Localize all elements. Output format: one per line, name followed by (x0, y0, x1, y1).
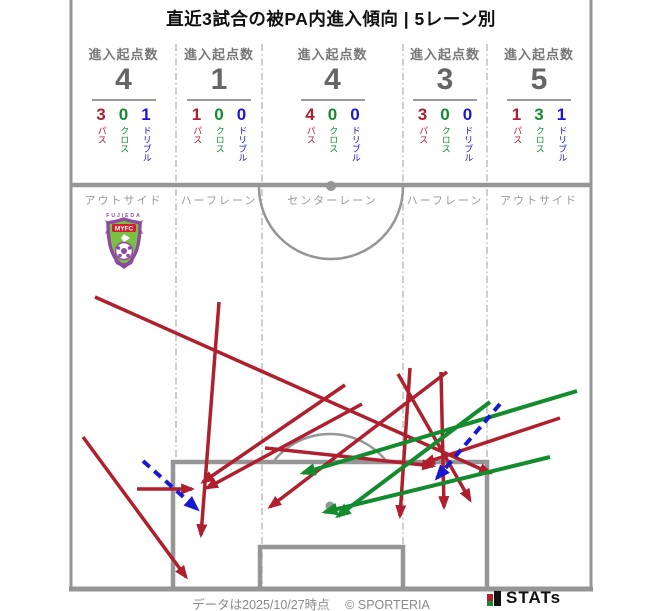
entry-origin-label: 進入起点数 (183, 47, 254, 62)
center-circle (257, 186, 405, 261)
stats-brand-logo: STATs (487, 589, 561, 606)
entry-arrow-cross (321, 455, 551, 516)
entry-origin-label: 進入起点数 (409, 47, 480, 62)
dribble-label: ドリブル (141, 126, 152, 163)
cross-label: クロス (214, 126, 225, 154)
lane-label-outside-left: アウトサイド (84, 195, 163, 207)
cross-count: 0 (440, 104, 450, 124)
dribble-count: 0 (462, 104, 473, 124)
lane-stat-column-3: 進入起点数 4 4 パス 0 クロス 0 ドリブル (262, 44, 403, 184)
footer-note: データは2025/10/27時点 © SPORTERIA (71, 594, 551, 611)
entry-origin-label: 進入起点数 (503, 47, 574, 62)
lane-label-half-right: ハーフレーン (406, 195, 484, 207)
pass-label: パス (512, 126, 523, 145)
divider (91, 98, 156, 101)
entry-arrow-pass (81, 435, 188, 580)
pass-label: パス (96, 126, 107, 145)
bar-chart-icon (487, 589, 501, 606)
dribble-label: ドリブル (350, 126, 361, 163)
pass-count: 1 (191, 104, 202, 124)
entry-arrow-cross (299, 389, 578, 476)
entry-arrow-pass (204, 402, 363, 490)
pass-count: 4 (305, 104, 315, 124)
team-logo-top-text: FUJIEDA (106, 213, 141, 219)
divider (187, 98, 251, 101)
divider (507, 98, 571, 101)
entry-origin-total: 5 (530, 63, 548, 96)
entry-arrow-layer (81, 295, 578, 580)
entry-origin-total: 4 (115, 63, 132, 96)
entry-arrow-cross (335, 400, 492, 519)
goal-box (257, 544, 406, 589)
lane-stat-column-4: 進入起点数 3 3 パス 0 クロス 0 ドリブル (403, 44, 487, 184)
team-logo-name: MYFC (115, 226, 134, 233)
entry-arrow-pass (200, 383, 346, 484)
dribble-count: 0 (350, 104, 360, 124)
cross-label: クロス (440, 126, 451, 154)
entry-origin-label: 進入起点数 (297, 47, 368, 62)
lane-stat-column-2: 進入起点数 1 1 パス 0 クロス 0 ドリブル (176, 44, 262, 184)
dribble-label: ドリブル (463, 126, 474, 163)
lane-label-outside-right: アウトサイド (500, 195, 578, 207)
entry-arrow-dribble (141, 459, 200, 512)
pass-count: 1 (511, 104, 522, 124)
pass-count: 3 (96, 104, 106, 124)
data-date-note: データは2025/10/27時点 (192, 598, 330, 611)
entry-origin-total: 1 (210, 63, 228, 96)
entry-origin-total: 3 (436, 63, 454, 96)
lane-label-center: センターレーン (287, 195, 378, 207)
center-spot (326, 181, 336, 191)
stats-brand-text: STATs (506, 588, 562, 607)
dribble-count: 1 (556, 104, 567, 124)
divider (300, 98, 365, 101)
entry-origin-label: 進入起点数 (88, 47, 159, 62)
divider (413, 98, 477, 101)
dribble-label: ドリブル (557, 126, 568, 163)
lane-stat-column-5: 進入起点数 5 1 パス 3 クロス 1 ドリブル (487, 44, 591, 184)
pass-label: パス (305, 126, 316, 145)
dribble-count: 0 (236, 104, 247, 124)
entry-arrow-dribble (434, 402, 502, 481)
pass-label: パス (192, 126, 203, 145)
cross-count: 0 (214, 104, 224, 124)
dribble-count: 1 (141, 104, 151, 124)
pass-label: パス (418, 126, 429, 145)
entry-arrow-pass (196, 301, 221, 539)
cross-count: 3 (534, 104, 544, 124)
entry-arrow-pass (421, 416, 561, 465)
copyright: © SPORTERIA (345, 598, 430, 611)
entry-arrow-pass (94, 295, 493, 475)
dribble-label: ドリブル (237, 126, 248, 163)
cross-label: クロス (328, 126, 339, 154)
page-title: 直近3試合の被PA内進入傾向 | 5レーン別 (166, 9, 496, 29)
cross-count: 0 (118, 104, 129, 124)
cross-count: 0 (327, 104, 338, 124)
team-logo-fujieda-myfc: FUJIEDA MYFC (105, 213, 143, 270)
cross-label: クロス (534, 126, 545, 154)
lane-stat-column-1: 進入起点数 4 3 パス 0 クロス 1 ドリブル (71, 44, 176, 184)
cross-label: クロス (119, 126, 130, 154)
pass-count: 3 (417, 104, 428, 124)
entry-arrow-pass (267, 370, 449, 509)
lane-label-half-left: ハーフレーン (180, 195, 258, 207)
entry-origin-total: 4 (324, 63, 341, 96)
